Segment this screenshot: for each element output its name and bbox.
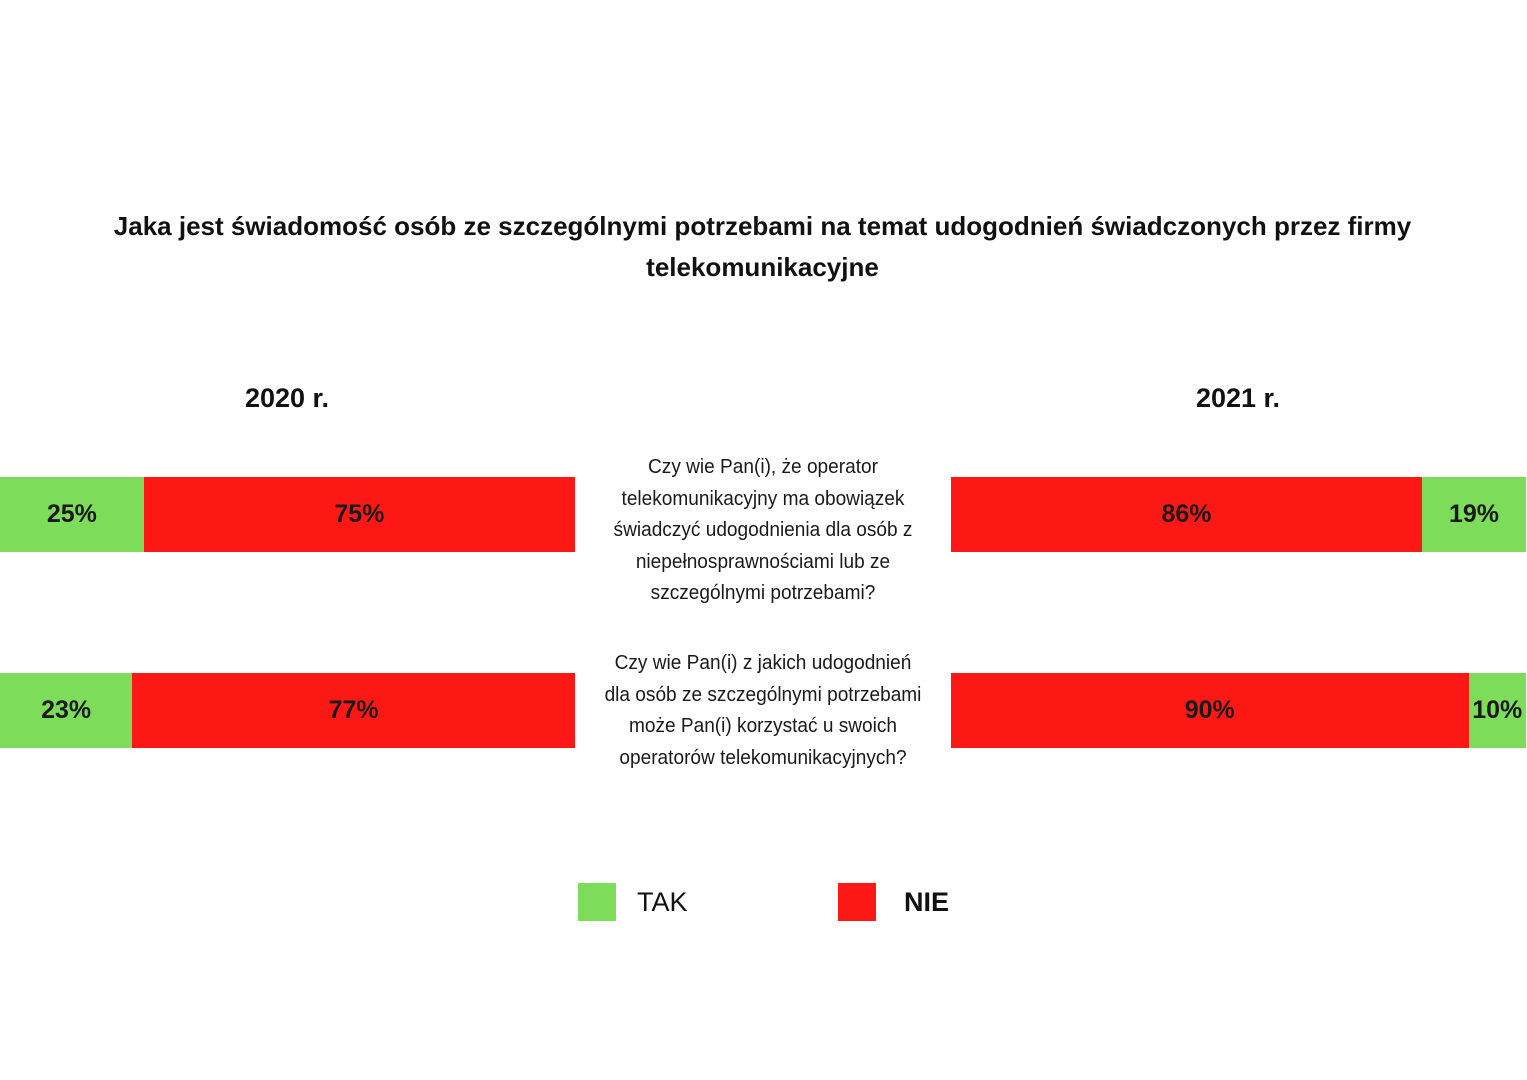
bar-segment-nie: 86% [951,477,1422,552]
panel-label-2020: 2020 r. [244,383,330,413]
bar-2020-row-1: 25% 75% [0,477,575,552]
question-1-line: Czy wie Pan(i), że operator [648,455,878,478]
bar-segment-nie: 77% [132,673,575,748]
question-2-line: może Pan(i) korzystać u swoich [628,714,898,737]
data-label: 25% [46,500,97,528]
data-label: 23% [41,696,92,724]
question-1-line: szczególnymi potrzebami? [650,581,876,604]
data-label: 75% [334,500,385,528]
bar-segment-nie: 75% [143,477,575,552]
bar-2021-row-1: 86% 19% [951,477,1526,552]
data-label: 77% [328,696,379,724]
bar-segment-tak: 25% [0,477,144,552]
bar-2021-row-2: 90% 10% [951,673,1526,748]
bar-segment-tak: 23% [0,673,133,748]
bar-2020-row-2: 23% 77% [0,673,575,748]
question-1-line: telekomunikacyjny ma obowiązek [621,486,905,510]
legend-swatch-tak [578,883,616,921]
legend-swatch-nie [838,883,876,921]
data-label: 19% [1448,500,1499,528]
data-label: 86% [1161,500,1212,528]
data-label: 10% [1472,696,1523,724]
data-label: 90% [1184,696,1235,724]
legend-label-tak: TAK [637,887,688,917]
question-1-label: Czy wie Pan(i), że operator telekomunika… [600,451,926,609]
question-2-line: dla osób ze szczególnymi potrzebami [604,682,922,706]
question-2-label: Czy wie Pan(i) z jakich udogodnień dla o… [600,647,926,773]
question-1-line: niepełnosprawnościami lub ze [635,549,891,573]
bar-segment-tak: 10% [1468,673,1526,748]
bar-segment-nie: 90% [951,673,1469,748]
panel-label-2021: 2021 r. [1195,383,1281,413]
chart-title: Jaka jest świadomość osób ze szczególnym… [40,206,1485,288]
chart-title-line-2: telekomunikacyjne [646,252,879,282]
chart-title-line-1: Jaka jest świadomość osób ze szczególnym… [113,211,1412,241]
legend-label-nie: NIE [904,887,950,917]
question-2-line: operatorów telekomunikacyjnych? [619,745,907,769]
bar-segment-tak: 19% [1421,477,1526,552]
question-2-line: Czy wie Pan(i) z jakich udogodnień [614,651,912,674]
question-1-line: świadczyć udogodnienia dla osób z [613,518,913,541]
